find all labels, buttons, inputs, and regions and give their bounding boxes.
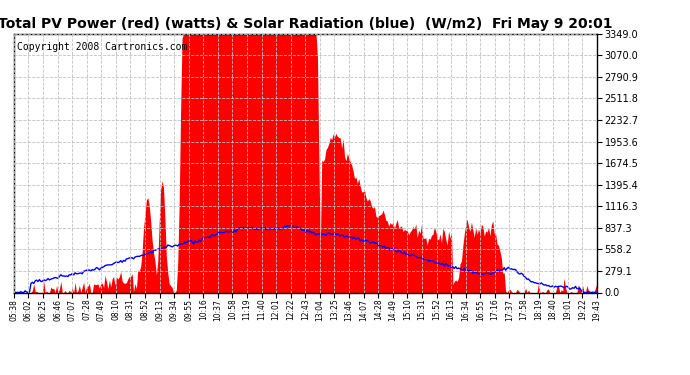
Title: Total PV Power (red) (watts) & Solar Radiation (blue)  (W/m2)  Fri May 9 20:01: Total PV Power (red) (watts) & Solar Rad… xyxy=(0,17,613,31)
Text: Copyright 2008 Cartronics.com: Copyright 2008 Cartronics.com xyxy=(17,42,187,51)
